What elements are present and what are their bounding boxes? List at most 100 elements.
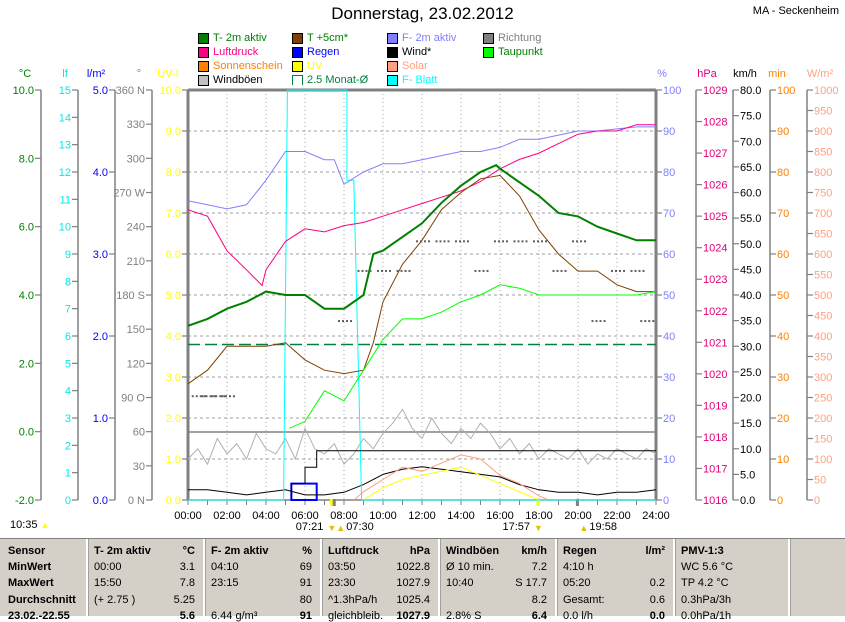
axis-tick-label: 8.0	[166, 167, 181, 179]
table-cell-label: 0.0hPa/1h	[681, 610, 732, 622]
table-cell-label: WC 5.6 °C	[681, 561, 734, 573]
legend-swatch	[292, 32, 303, 44]
axis-tick-label: 500	[814, 290, 832, 302]
sun-event-label: 07:30	[346, 521, 374, 533]
legend-swatch	[387, 32, 398, 44]
axis-tick-label: 30	[777, 372, 789, 384]
table-cell-label: 05:20	[563, 577, 591, 589]
legend-item: Richtung	[483, 32, 541, 44]
legend-item: Wind*	[387, 46, 431, 58]
legend-label: T +5cm*	[307, 32, 349, 44]
direction-point	[408, 269, 411, 272]
series-uv	[363, 466, 540, 501]
direction-point	[361, 269, 364, 272]
axis-unit-leaf: lf	[62, 68, 68, 80]
direction-point	[537, 240, 539, 243]
direction-point	[428, 240, 430, 243]
table-cell-value: 91	[299, 610, 312, 622]
axis-tick-label: 1022	[703, 306, 727, 318]
legend-label: UV	[307, 60, 323, 72]
table-header-unit: °C	[182, 545, 195, 557]
direction-point	[191, 395, 194, 398]
table-header: Windböen	[446, 545, 500, 557]
table-cell-label: TP 4.2 °C	[681, 577, 729, 589]
direction-point	[498, 240, 500, 243]
axis-tick-label: 5	[65, 358, 71, 370]
legend-item: Solar	[387, 60, 428, 72]
axis-tick-label: 0	[65, 495, 71, 507]
table-cell-label: 03:50	[328, 561, 356, 573]
axis-tick-label: 1024	[703, 243, 727, 255]
axis-tick-label: 0 N	[128, 495, 145, 507]
direction-point	[619, 269, 621, 272]
axis-tick-label: 150	[127, 324, 145, 336]
direction-point	[506, 240, 508, 243]
table-cell-label: 6.44 g/m³	[211, 610, 258, 622]
axis-unit-solar: W/m²	[807, 68, 834, 80]
direction-point	[211, 395, 214, 398]
axis-tick-label: 5.0	[93, 85, 108, 97]
axis-tick-label: 330	[127, 119, 145, 131]
direction-point	[513, 240, 516, 243]
direction-point	[591, 320, 594, 323]
direction-point	[572, 240, 574, 243]
legend-item: Taupunkt	[483, 46, 543, 58]
axis-tick-label: 0.0	[19, 427, 34, 439]
axis-tick-label: 600	[814, 249, 832, 261]
axis-tick-label: 650	[814, 229, 832, 241]
table-cell-label: 23:30	[328, 577, 356, 589]
direction-point	[623, 269, 625, 272]
axis-tick-label: 10	[777, 454, 789, 466]
legend-swatch	[198, 60, 209, 72]
legend-item: Sonnenschein	[198, 60, 283, 72]
axis-tick-label: 40.0	[740, 290, 761, 302]
direction-point	[203, 395, 206, 398]
table-cell-value: 6.4	[531, 610, 547, 622]
table-header: PMV-1:3	[681, 545, 724, 557]
axis-tick-label: 9	[65, 249, 71, 261]
axis-tick-label: 1000	[814, 85, 838, 97]
x-tick-label: 00:00	[174, 510, 202, 522]
direction-point	[494, 240, 496, 243]
rain-bar	[290, 482, 318, 502]
table-cell-label: 0.3hPa/3h	[681, 594, 732, 606]
axis-tick-label: 850	[814, 147, 832, 159]
legend-label: T- 2m aktiv	[213, 32, 267, 44]
legend-item: T +5cm*	[292, 32, 348, 44]
legend-swatch	[198, 74, 209, 86]
legend-item: Regen	[292, 46, 339, 58]
axis-tick-label: 900	[814, 126, 832, 138]
axis-tick-label: 4.0	[93, 167, 108, 179]
direction-point	[652, 320, 655, 323]
table-cell-label: MaxWert	[8, 577, 54, 589]
sunset-icon: ▲	[579, 523, 588, 533]
direction-point	[219, 395, 222, 398]
axis-tick-label: 50	[777, 290, 789, 302]
direction-point	[435, 240, 438, 243]
axis-tick-label: 360 N	[116, 85, 145, 97]
direction-point	[502, 240, 504, 243]
axis-tick-label: 4.0	[19, 290, 34, 302]
axis-tick-label: 8	[65, 276, 71, 288]
direction-point	[443, 240, 446, 243]
direction-point	[603, 320, 606, 323]
axis-tick-label: 0.0	[93, 495, 108, 507]
legend-swatch	[387, 60, 398, 72]
series-taupunkt	[289, 284, 657, 429]
direction-point	[357, 269, 360, 272]
direction-point	[545, 240, 547, 243]
direction-point	[611, 269, 613, 272]
axis-tick-label: 6.0	[19, 222, 34, 234]
axis-tick-label: 1017	[703, 463, 727, 475]
axis-tick-label: 25.0	[740, 367, 761, 379]
axis-tick-label: 50.0	[740, 239, 761, 251]
axis-tick-label: 70	[777, 208, 789, 220]
direction-point	[342, 320, 344, 323]
direction-point	[455, 240, 457, 243]
table-cell-label: Gesamt:	[563, 594, 605, 606]
axis-tick-label: 12	[59, 167, 71, 179]
table-column: PMV-1:3 WC 5.6 °C TP 4.2 °C 0.3hPa/3h 0.0hPa…	[675, 539, 790, 622]
axis-tick-label: 20	[663, 413, 675, 425]
legend-label: Sonnenschein	[213, 60, 283, 72]
table-cell-value: 7.8	[179, 577, 195, 589]
